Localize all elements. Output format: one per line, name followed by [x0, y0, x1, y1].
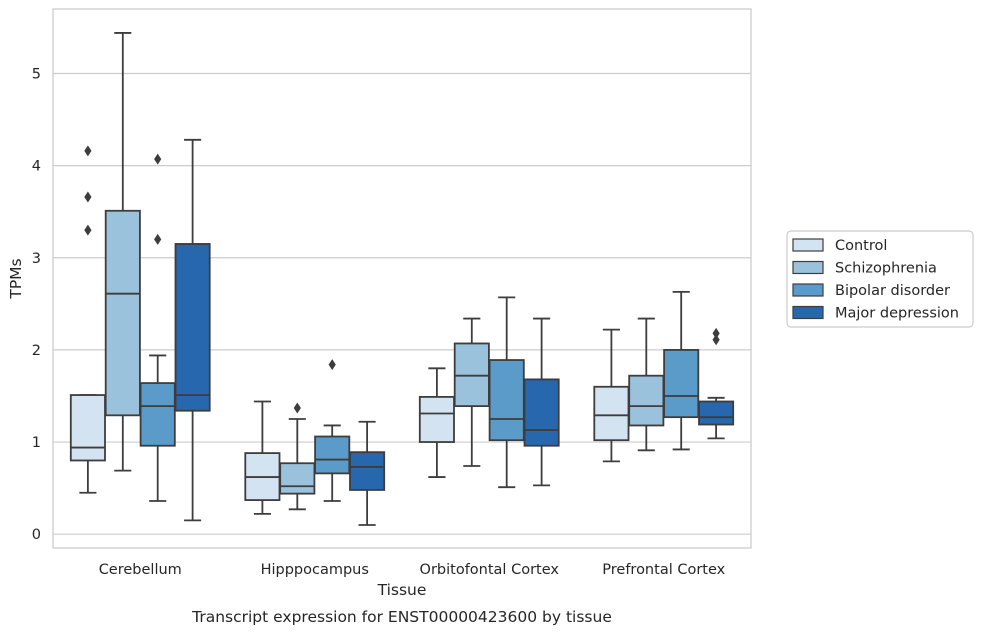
x-tick-label: Orbitofontal Cortex [420, 562, 560, 578]
chart-container: 0 1 2 3 4 5 Cerebellum Hipppocampus Orbitofonta… [0, 0, 983, 634]
y-axis-label: TPMs [7, 258, 25, 299]
legend-swatch [793, 262, 823, 274]
box [629, 376, 663, 426]
box [524, 379, 558, 445]
y-tick-label: 1 [32, 435, 41, 451]
chart-caption: Transcript expression for ENST0000042360… [191, 608, 612, 626]
box [350, 452, 384, 490]
legend-label: Bipolar disorder [835, 283, 950, 299]
box [420, 397, 454, 442]
box [490, 360, 524, 440]
legend: Control Schizophrenia Bipolar disorder Majo… [787, 231, 973, 327]
legend-label: Schizophrenia [835, 261, 937, 277]
box [699, 402, 733, 425]
legend-label: Major depression [835, 306, 959, 322]
box [664, 350, 698, 417]
legend-label: Control [835, 238, 887, 254]
box [455, 343, 489, 406]
legend-swatch [793, 239, 823, 251]
y-tick-label: 3 [32, 251, 41, 267]
box [594, 387, 628, 440]
y-tick-label: 5 [32, 66, 41, 82]
legend-swatch [793, 284, 823, 296]
x-tick-label: Hipppocampus [261, 562, 369, 578]
box [280, 463, 314, 493]
box-plot: 0 1 2 3 4 5 Cerebellum Hipppocampus Orbitofonta… [0, 0, 983, 634]
box [141, 383, 175, 446]
y-tick-label: 2 [32, 343, 41, 359]
box [175, 244, 209, 411]
x-axis-label: Tissue [377, 581, 427, 599]
y-tick-label: 4 [32, 159, 41, 175]
x-tick-label: Cerebellum [99, 562, 182, 578]
y-tick-label: 0 [32, 527, 41, 543]
x-tick-label: Prefrontal Cortex [602, 562, 725, 578]
box [315, 437, 349, 474]
box [106, 211, 140, 416]
box [71, 395, 105, 460]
legend-swatch [793, 307, 823, 319]
